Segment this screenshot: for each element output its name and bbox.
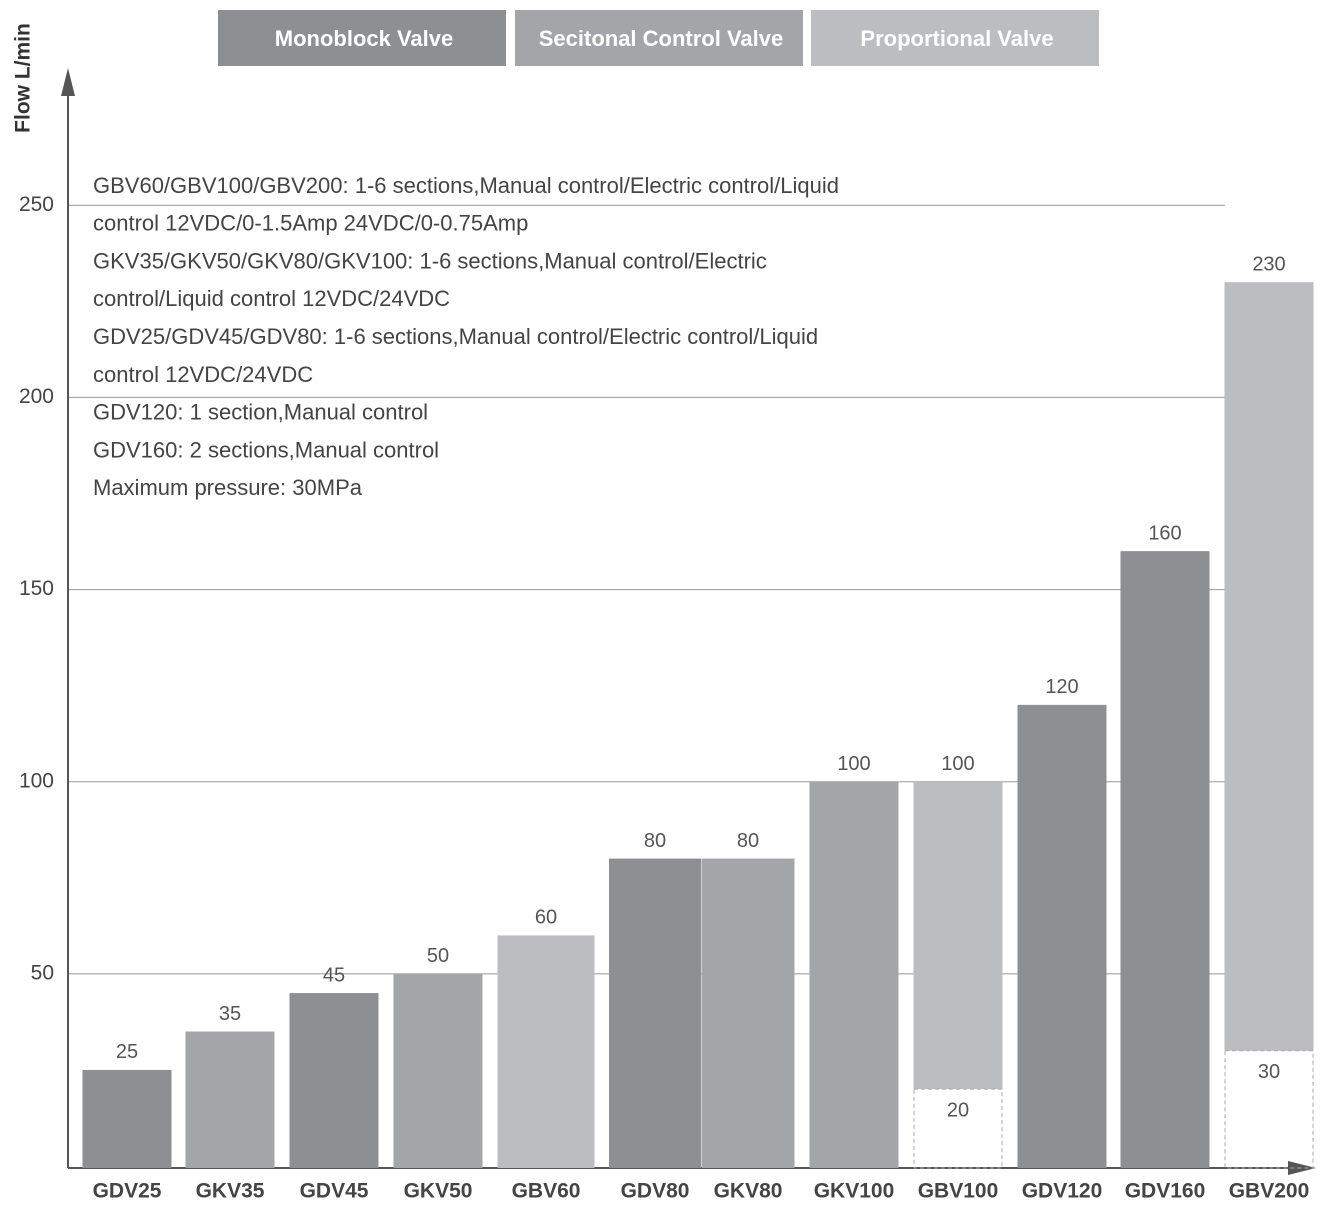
x-tick-label: GBV100 xyxy=(918,1180,999,1203)
value-label: 50 xyxy=(427,945,449,967)
annotation: GDV160: 2 sections,Manual control xyxy=(93,437,439,462)
annotation: GKV35/GKV50/GKV80/GKV100: 1-6 sections,M… xyxy=(93,248,767,273)
value-label: 100 xyxy=(941,753,974,775)
y-axis-arrow xyxy=(61,68,75,96)
bar xyxy=(289,993,379,1168)
bar xyxy=(701,858,795,1168)
annotation: GDV120: 1 section,Manual control xyxy=(93,400,428,425)
legend-button xyxy=(811,10,1099,66)
legend-label: Proportional Valve xyxy=(860,26,1053,51)
bar-range-gap xyxy=(1224,1050,1314,1169)
bar xyxy=(609,858,701,1168)
value-label: 120 xyxy=(1045,676,1078,698)
x-tick-label: GDV25 xyxy=(93,1180,162,1203)
legend-button xyxy=(515,10,803,66)
bar-range-gap xyxy=(913,1088,1003,1169)
x-tick-label: GKV80 xyxy=(714,1180,783,1203)
x-tick-label: GDV45 xyxy=(300,1180,369,1203)
legend-label: Monoblock Valve xyxy=(275,26,454,51)
y-tick-label: 250 xyxy=(19,193,54,216)
bar xyxy=(1224,282,1314,1051)
x-tick-label: GKV100 xyxy=(814,1180,895,1203)
value-label: 30 xyxy=(1258,1061,1280,1083)
value-label: 45 xyxy=(323,964,345,986)
legend-label: Secitonal Control Valve xyxy=(539,26,784,51)
value-label: 80 xyxy=(737,830,759,852)
x-tick-label: GDV120 xyxy=(1022,1180,1103,1203)
y-tick-label: 200 xyxy=(19,385,54,408)
annotation: GDV25/GDV45/GDV80: 1-6 sections,Manual c… xyxy=(93,324,818,349)
bar xyxy=(393,973,483,1168)
y-axis-title: Flow L/min xyxy=(12,23,35,133)
x-tick-label: GBV60 xyxy=(512,1180,581,1203)
annotation: Maximum pressure: 30MPa xyxy=(93,475,363,500)
bar xyxy=(1017,704,1107,1168)
x-tick-label: GKV50 xyxy=(404,1180,473,1203)
value-label: 60 xyxy=(535,907,557,929)
value-label: 230 xyxy=(1252,253,1285,275)
value-label: 35 xyxy=(219,1003,241,1025)
x-tick-label: GKV35 xyxy=(196,1180,265,1203)
x-axis-arrow xyxy=(1288,1161,1316,1175)
y-tick-label: 150 xyxy=(19,577,54,600)
value-label: 100 xyxy=(837,753,870,775)
annotation: control 12VDC/0-1.5Amp 24VDC/0-0.75Amp xyxy=(93,211,528,236)
x-tick-label: GDV80 xyxy=(621,1180,690,1203)
value-label: 80 xyxy=(644,830,666,852)
value-label: 20 xyxy=(947,1099,969,1121)
bar xyxy=(809,781,899,1168)
bar xyxy=(1120,551,1210,1168)
legend-button xyxy=(218,10,506,66)
annotation: control 12VDC/24VDC xyxy=(93,362,313,387)
x-tick-label: GDV160 xyxy=(1125,1180,1206,1203)
bar xyxy=(185,1031,275,1168)
value-label: 160 xyxy=(1148,522,1181,544)
value-label: 25 xyxy=(116,1041,138,1063)
y-tick-label: 50 xyxy=(31,961,54,984)
x-tick-label: GBV200 xyxy=(1229,1180,1310,1203)
annotation: GBV60/GBV100/GBV200: 1-6 sections,Manual… xyxy=(93,173,839,198)
annotation: control/Liquid control 12VDC/24VDC xyxy=(93,286,450,311)
bar xyxy=(913,781,1003,1090)
bar xyxy=(82,1069,172,1168)
y-tick-label: 100 xyxy=(19,769,54,792)
bar xyxy=(497,935,595,1168)
